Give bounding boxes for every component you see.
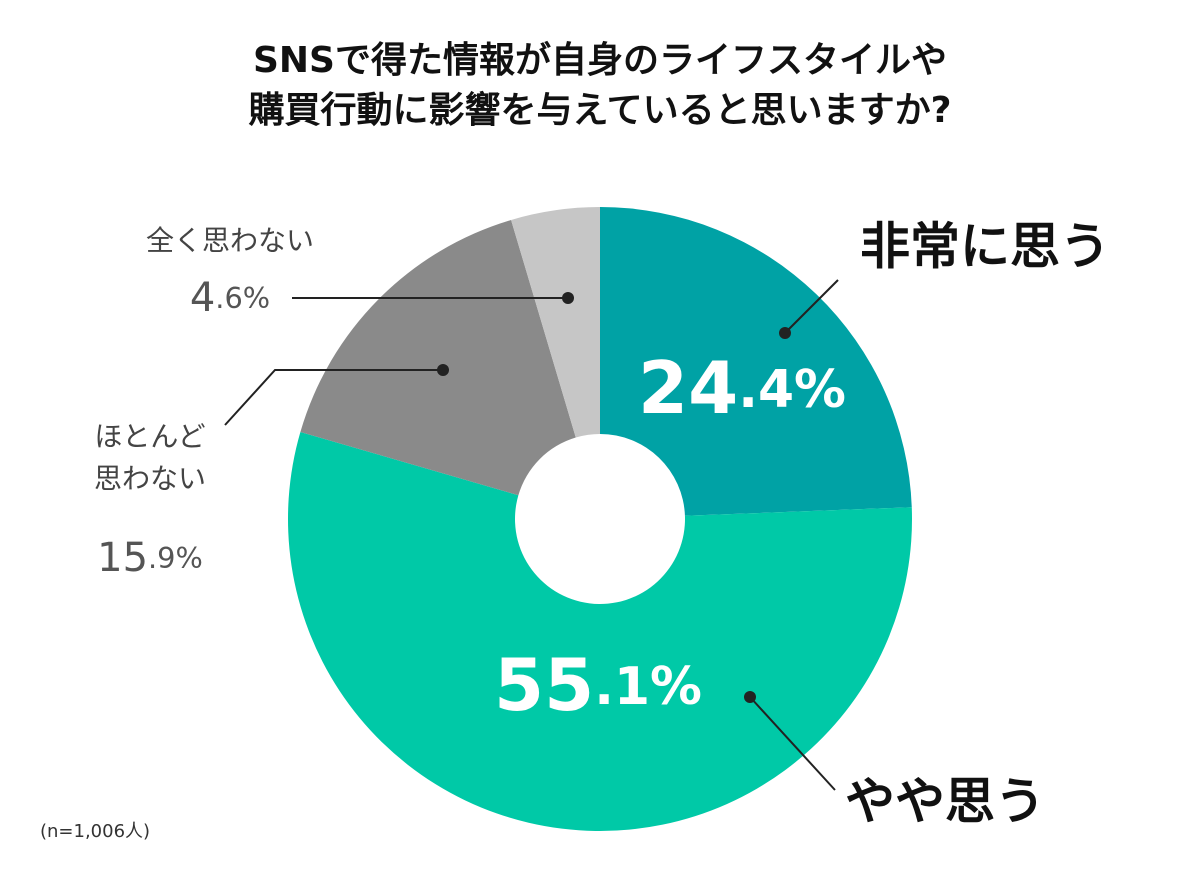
category-label: 全く思わない [146,224,314,257]
leader-line [224,369,443,426]
category-label: やや思う [845,773,1045,831]
pie-slice [511,207,600,438]
pie-slice [300,219,576,496]
category-label: ほとんど思わない [94,420,206,495]
leader-dot [779,327,791,339]
chart-title: 購買行動に影響を与えていると思いますか? [248,89,951,131]
value-label: 24.4% [638,346,846,430]
value-label: 55.1% [494,643,702,727]
leader-dot [437,364,449,376]
value-label: 4.6% [190,275,270,321]
note: (n=1,006人) [40,821,150,842]
chart-title: SNSで得た情報が自身のライフスタイルや [253,40,947,81]
pie-slice [600,207,912,516]
leader-dot [744,691,756,703]
pie-slice [288,431,912,832]
leader-dot [562,292,574,304]
leader-line [784,279,839,334]
category-label: 非常に思う [860,218,1110,276]
value-label: 15.9% [97,535,203,581]
leader-line [749,696,836,791]
